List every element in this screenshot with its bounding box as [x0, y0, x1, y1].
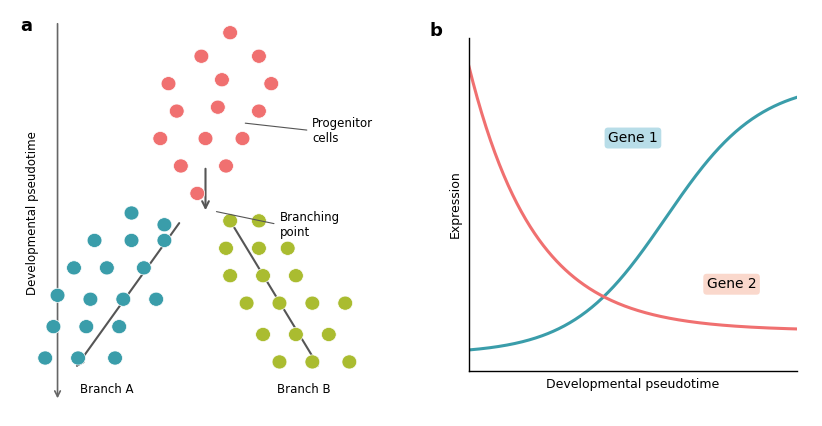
Text: Branch B: Branch B: [277, 383, 331, 397]
Circle shape: [223, 214, 238, 228]
Circle shape: [116, 292, 131, 306]
Circle shape: [153, 132, 168, 146]
Circle shape: [272, 355, 287, 369]
Circle shape: [252, 214, 266, 228]
Circle shape: [342, 355, 357, 369]
Text: Branch A: Branch A: [80, 383, 134, 397]
Circle shape: [190, 186, 205, 201]
Circle shape: [99, 261, 114, 275]
Circle shape: [38, 351, 53, 365]
Circle shape: [219, 159, 233, 173]
Text: Branching
point: Branching point: [216, 211, 339, 239]
Circle shape: [124, 233, 139, 248]
Circle shape: [252, 104, 266, 118]
Circle shape: [67, 261, 81, 275]
Circle shape: [136, 261, 151, 275]
Circle shape: [252, 241, 266, 255]
Circle shape: [256, 328, 270, 342]
Circle shape: [272, 296, 287, 310]
Circle shape: [289, 328, 303, 342]
Circle shape: [157, 233, 172, 248]
X-axis label: Developmental pseudotime: Developmental pseudotime: [547, 377, 719, 391]
Circle shape: [157, 218, 172, 232]
Circle shape: [239, 296, 254, 310]
Circle shape: [46, 320, 61, 334]
Circle shape: [149, 292, 164, 306]
Circle shape: [215, 73, 229, 87]
Text: Gene 2: Gene 2: [707, 277, 756, 291]
Circle shape: [256, 269, 270, 283]
Text: Gene 1: Gene 1: [608, 131, 658, 145]
Circle shape: [71, 351, 85, 365]
Circle shape: [83, 292, 98, 306]
Circle shape: [194, 49, 209, 63]
Text: a: a: [21, 17, 33, 35]
Text: Developmental pseudotime: Developmental pseudotime: [26, 131, 39, 295]
Circle shape: [112, 320, 127, 334]
Circle shape: [87, 233, 102, 248]
Circle shape: [264, 77, 279, 91]
Circle shape: [198, 132, 213, 146]
Circle shape: [289, 269, 303, 283]
Circle shape: [219, 241, 233, 255]
Circle shape: [124, 206, 139, 220]
Circle shape: [338, 296, 353, 310]
Y-axis label: Expression: Expression: [449, 170, 462, 239]
Circle shape: [173, 159, 188, 173]
Circle shape: [161, 77, 176, 91]
Circle shape: [108, 351, 122, 365]
Circle shape: [223, 269, 238, 283]
Circle shape: [235, 132, 250, 146]
Circle shape: [50, 288, 65, 302]
Circle shape: [321, 328, 336, 342]
Circle shape: [280, 241, 295, 255]
Circle shape: [252, 49, 266, 63]
Text: b: b: [429, 22, 442, 40]
Circle shape: [210, 100, 225, 114]
Text: Progenitor
cells: Progenitor cells: [245, 117, 373, 145]
Circle shape: [305, 296, 320, 310]
Circle shape: [79, 320, 94, 334]
Circle shape: [169, 104, 184, 118]
Circle shape: [223, 26, 238, 40]
Circle shape: [305, 355, 320, 369]
